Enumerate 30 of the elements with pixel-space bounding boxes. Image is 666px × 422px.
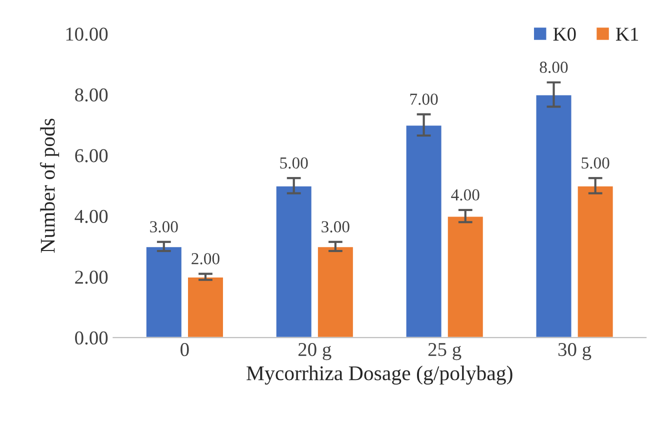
y-tick-label: 6.00 [75,149,108,162]
x-tick-label: 20 g [298,342,332,360]
y-tick-label: 4.00 [74,210,108,224]
data-label: 3.00 [322,221,350,232]
legend-label: K0 [553,28,576,41]
bar [186,276,224,338]
y-axis-title: Number of pods [40,118,60,253]
y-tick-label: 10.00 [66,28,108,41]
y-tick-label: 0.00 [75,331,108,345]
data-label: 8.00 [540,62,568,73]
x-tick-label: 0 [180,343,189,356]
bar [274,184,313,338]
bar [446,215,484,338]
bar [404,124,443,338]
bar [145,246,183,338]
bar [576,184,614,338]
bar [534,94,573,338]
y-tick-label: 2.00 [75,270,108,284]
y-tick-label: 8.00 [75,88,108,102]
bar [316,246,354,338]
data-label: 7.00 [410,94,438,105]
x-axis-title: Mycorrhiza Dosage (g/polybag) [246,366,512,385]
x-tick-label: 30 g [558,342,592,360]
data-label: 5.00 [280,157,308,169]
data-label: 3.00 [150,221,178,232]
legend-label: K1 [616,28,638,41]
x-tick-label: 25 g [428,343,462,360]
data-label: 2.00 [192,253,220,264]
data-label: 4.00 [451,189,480,201]
data-label: 5.00 [582,157,610,169]
